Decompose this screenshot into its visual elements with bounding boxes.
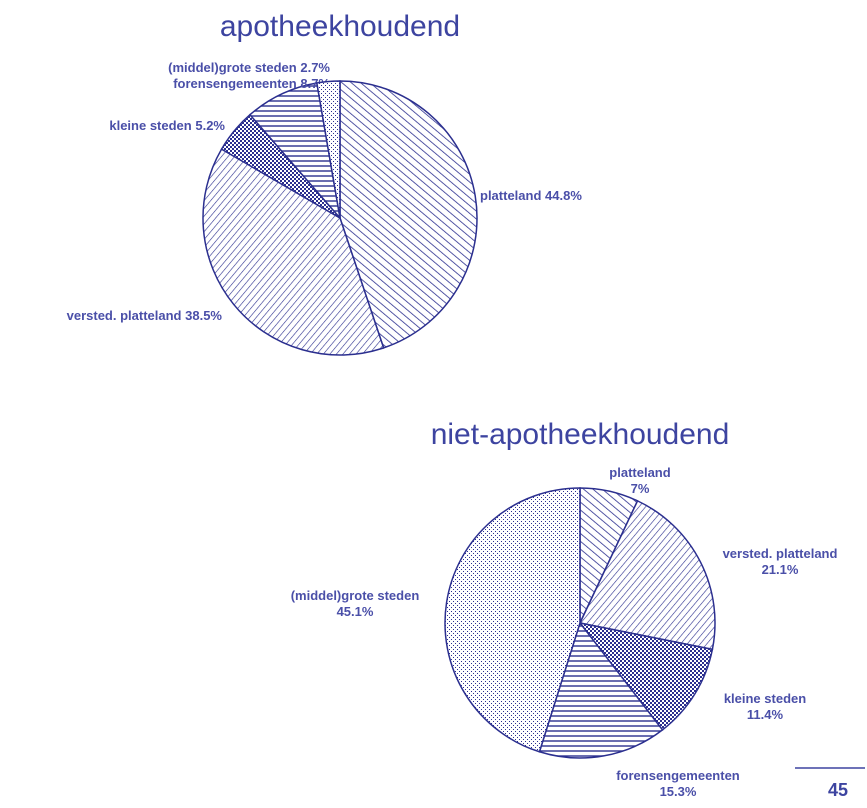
pie-slice [578, 499, 716, 651]
chart-title: niet-apotheekhoudend [431, 418, 730, 451]
pie-slice [339, 80, 478, 349]
label-value: 38.5% [185, 308, 222, 323]
slice-label: platteland 7% [609, 465, 670, 496]
label-category: platteland [609, 465, 670, 480]
label-category: versted. platteland [67, 308, 182, 323]
slice-label: versted. platteland 21.1% [723, 546, 838, 577]
label-category: forensengemeenten [616, 768, 740, 783]
chart-title: apotheekhoudend [220, 10, 460, 43]
label-category: versted. platteland [723, 546, 838, 561]
label-value: 5.2% [195, 118, 225, 133]
pie-slice [315, 80, 341, 219]
slice-label: forensengemeenten 15.3% [616, 768, 740, 799]
label-category: (middel)grote steden [168, 60, 297, 75]
pie-slice [538, 621, 664, 759]
label-category: forensengemeenten [173, 76, 297, 91]
label-value: 44.8% [545, 188, 582, 203]
label-value: 11.4% [747, 707, 784, 722]
slice-label: kleine steden 11.4% [724, 691, 806, 722]
label-category: (middel)grote steden [291, 588, 420, 603]
slice-label: (middel)grote steden 2.7% [168, 60, 330, 75]
pie-slice [444, 487, 581, 753]
label-value: 2.7% [300, 60, 330, 75]
label-category: kleine steden [724, 691, 806, 706]
label-category: platteland [480, 188, 541, 203]
label-value: 7% [631, 481, 650, 496]
label-value: 21.1% [762, 562, 799, 577]
slice-label: platteland 44.8% [480, 188, 582, 203]
pie-slice [578, 621, 714, 731]
slice-label: versted. platteland 38.5% [67, 308, 223, 323]
page-number: 45 [828, 780, 848, 800]
label-value: 45.1% [337, 604, 374, 619]
slice-label: (middel)grote steden 45.1% [291, 588, 420, 619]
label-category: kleine steden [109, 118, 191, 133]
pie-slice [202, 148, 385, 356]
slice-label: kleine steden 5.2% [109, 118, 225, 133]
slice-label: forensengemeenten 8.7% [173, 76, 330, 91]
label-value: 15.3% [660, 784, 697, 799]
